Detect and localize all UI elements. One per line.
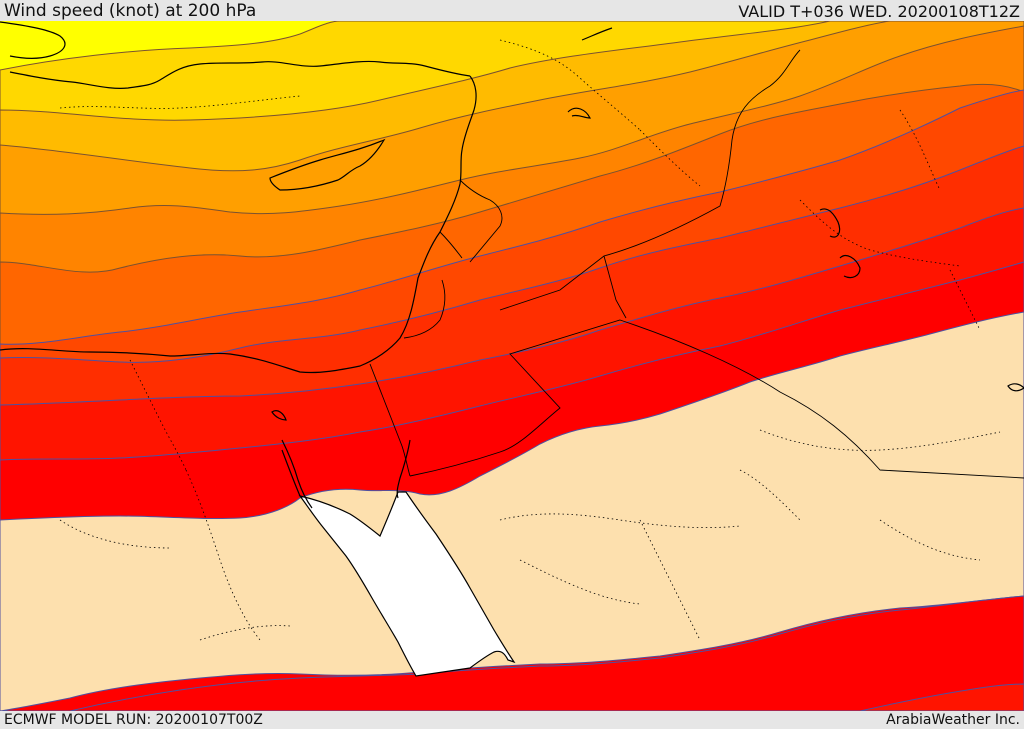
credit-text: ArabiaWeather Inc.: [886, 712, 1020, 728]
wind-speed-map[interactable]: [0, 21, 1024, 711]
red-sea: [298, 491, 516, 677]
coastlines: [0, 21, 1024, 421]
southern-jet-core: [859, 683, 1024, 711]
internal-borders: [59, 39, 1001, 641]
calm-area: [0, 311, 1024, 711]
model-run: ECMWF MODEL RUN: 20200107T00Z: [4, 712, 263, 728]
country-borders: [369, 49, 1024, 479]
valid-time: VALID T+036 WED. 20200108T12Z: [738, 2, 1020, 21]
header-bar: Wind speed (knot) at 200 hPa VALID T+036…: [0, 0, 1024, 21]
footer-bar: ECMWF MODEL RUN: 20200107T00Z ArabiaWeat…: [0, 711, 1024, 729]
map-canvas: [0, 21, 1024, 711]
southern-jet-band: [69, 595, 1024, 711]
map-title: Wind speed (knot) at 200 hPa: [4, 1, 257, 21]
gulfs: [281, 439, 411, 509]
